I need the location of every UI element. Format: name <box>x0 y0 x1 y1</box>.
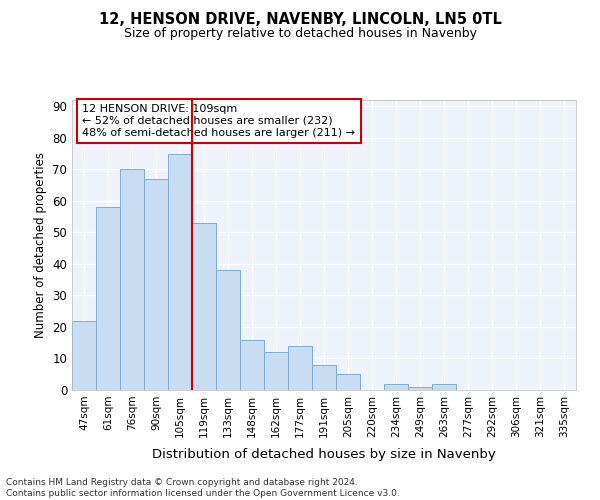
Bar <box>216 270 240 390</box>
Bar <box>408 387 432 390</box>
Bar <box>432 384 456 390</box>
Bar <box>264 352 288 390</box>
Text: Size of property relative to detached houses in Navenby: Size of property relative to detached ho… <box>124 28 476 40</box>
Text: 12 HENSON DRIVE: 109sqm
← 52% of detached houses are smaller (232)
48% of semi-d: 12 HENSON DRIVE: 109sqm ← 52% of detache… <box>82 104 355 138</box>
Bar <box>336 374 360 390</box>
Bar <box>384 384 408 390</box>
Bar <box>288 346 312 390</box>
Y-axis label: Number of detached properties: Number of detached properties <box>34 152 47 338</box>
X-axis label: Distribution of detached houses by size in Navenby: Distribution of detached houses by size … <box>152 448 496 461</box>
Bar <box>72 320 96 390</box>
Bar <box>312 365 336 390</box>
Bar <box>168 154 192 390</box>
Text: Contains HM Land Registry data © Crown copyright and database right 2024.
Contai: Contains HM Land Registry data © Crown c… <box>6 478 400 498</box>
Text: 12, HENSON DRIVE, NAVENBY, LINCOLN, LN5 0TL: 12, HENSON DRIVE, NAVENBY, LINCOLN, LN5 … <box>98 12 502 28</box>
Bar <box>96 207 120 390</box>
Bar <box>120 170 144 390</box>
Bar <box>144 179 168 390</box>
Bar <box>240 340 264 390</box>
Bar <box>192 223 216 390</box>
